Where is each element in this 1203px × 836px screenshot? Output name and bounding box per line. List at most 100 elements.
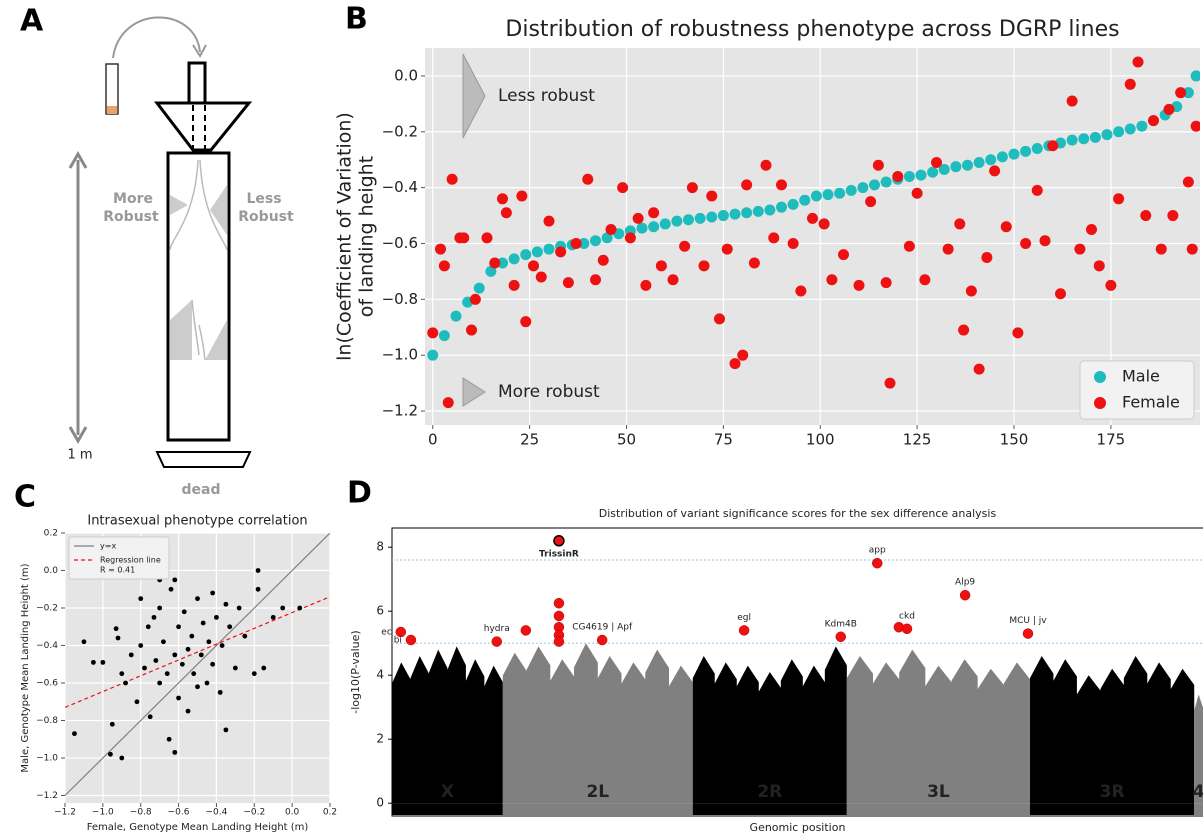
point	[185, 646, 191, 652]
y-tick-label: −0.6	[36, 679, 58, 689]
legend-label: Female	[1122, 393, 1180, 412]
chart-title: Distribution of variant significance sco…	[599, 507, 997, 520]
plot-background	[425, 48, 1200, 425]
point	[981, 251, 993, 263]
point	[648, 221, 660, 233]
point	[834, 187, 846, 199]
hit-point	[553, 610, 565, 622]
point	[435, 243, 446, 255]
line	[65, 596, 330, 708]
annotation: More robust	[498, 382, 600, 402]
y-tick-label: −1.2	[36, 791, 58, 801]
point	[1136, 120, 1148, 132]
x-tick-label: 0.2	[323, 808, 337, 818]
panel-label: C	[14, 480, 36, 515]
point	[261, 665, 267, 671]
point	[473, 282, 485, 294]
x-tick-label: 25	[520, 431, 539, 449]
point	[1101, 129, 1113, 141]
point	[880, 176, 892, 188]
point	[195, 596, 200, 602]
point	[168, 586, 174, 592]
point	[508, 279, 520, 291]
point	[1132, 56, 1144, 68]
hit-point	[738, 625, 750, 636]
point	[469, 293, 481, 305]
point	[1066, 95, 1078, 107]
point	[985, 154, 997, 166]
y-tick-label: −0.4	[382, 178, 418, 196]
point	[1047, 140, 1059, 152]
point	[172, 652, 178, 658]
point	[164, 671, 170, 677]
point	[938, 163, 950, 175]
diagram-text: dead	[182, 482, 221, 498]
point	[200, 620, 206, 626]
point	[100, 659, 106, 665]
line	[65, 533, 330, 796]
point	[500, 207, 512, 219]
point	[119, 671, 125, 677]
annotation-arrow	[462, 377, 486, 407]
point	[1175, 87, 1187, 99]
point	[1167, 210, 1179, 222]
point	[210, 590, 216, 596]
chromosome-base	[1029, 803, 1195, 815]
hit-label: ckd	[899, 611, 915, 621]
point	[145, 624, 151, 630]
y-tick-label: 0.0	[394, 66, 418, 84]
point	[1163, 103, 1175, 115]
point	[853, 279, 865, 291]
chromosome-label: 2L	[586, 782, 609, 802]
point	[590, 235, 601, 247]
y-axis-label: ln(Coefficient of Variation)	[334, 112, 356, 361]
chromosome-label: X	[441, 782, 454, 802]
hit-point	[553, 636, 565, 647]
point	[1039, 235, 1051, 247]
point	[776, 201, 787, 213]
point	[497, 257, 508, 269]
chromosome-mass	[1194, 694, 1203, 804]
point	[1031, 143, 1043, 155]
x-tick-label: 175	[1097, 431, 1126, 449]
point	[195, 684, 200, 690]
y-tick-label: −0.2	[382, 122, 418, 140]
chromosome-base	[1194, 803, 1203, 815]
point	[617, 182, 629, 194]
point	[632, 212, 644, 224]
chromosome-base	[392, 803, 503, 815]
point	[659, 218, 671, 230]
point	[1093, 260, 1105, 272]
point	[760, 159, 772, 171]
point	[838, 249, 849, 261]
y-tick-label: 0	[376, 796, 384, 810]
point	[543, 215, 555, 227]
point	[138, 596, 144, 602]
annotation-arrow	[462, 53, 486, 139]
point	[270, 614, 276, 620]
point	[142, 665, 147, 671]
point	[903, 240, 915, 252]
point	[958, 324, 970, 336]
chromosome-label: 3R	[1100, 782, 1125, 802]
hit-label: Kdm4B	[825, 619, 857, 629]
point	[1089, 131, 1101, 143]
legend	[1079, 360, 1195, 420]
chromosome-mass	[846, 649, 1030, 804]
point	[884, 377, 896, 389]
point	[655, 260, 667, 272]
point	[717, 210, 729, 222]
point	[1186, 243, 1198, 255]
x-tick-label: 0.0	[285, 808, 300, 818]
legend-label: Regression line	[100, 556, 161, 565]
point	[1000, 221, 1012, 233]
point	[427, 349, 439, 361]
hit-point	[959, 589, 971, 601]
point	[698, 260, 710, 272]
point	[950, 161, 962, 173]
point	[438, 260, 450, 272]
y-tick-label: −1.0	[36, 754, 58, 764]
y-tick-label: 6	[376, 604, 384, 618]
point	[161, 639, 166, 645]
